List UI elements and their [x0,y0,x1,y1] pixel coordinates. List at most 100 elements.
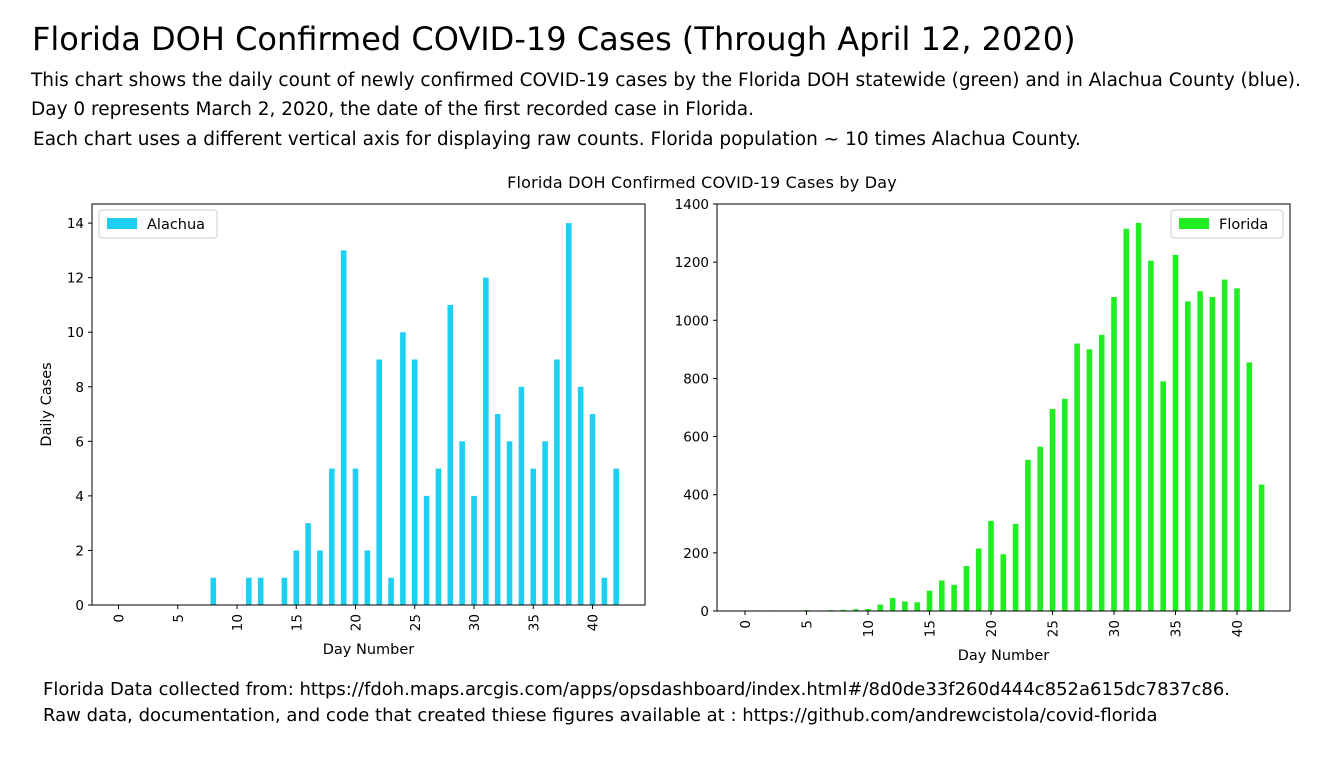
y-axis-label: Daily Cases [39,362,55,446]
x-tick-label: 25 [408,614,424,631]
bar-alachua-day-11 [246,577,252,605]
bar-alachua-day-35 [530,468,537,605]
bar-alachua-day-20 [352,468,359,605]
code-link-note: Raw data, documentation, and code that c… [43,705,1158,726]
bar-florida-day-31 [1123,228,1130,612]
x-tick-label: 35 [1169,620,1185,637]
x-tick-label: 20 [984,620,1000,637]
x-tick-label: 0 [112,614,128,623]
x-tick-label: 15 [289,614,305,631]
bar-alachua-day-28 [447,304,454,605]
bar-alachua-day-37 [554,359,560,605]
bar-florida-day-18 [963,565,970,611]
bar-florida-day-8 [840,609,847,611]
bar-alachua-day-41 [601,577,608,605]
bar-alachua-day-34 [518,386,525,605]
bar-alachua-day-18 [329,468,335,605]
bar-alachua-day-38 [566,223,572,605]
x-axis-label: Day Number [323,642,415,658]
x-tick-label: 40 [1230,620,1246,637]
bar-alachua-day-15 [293,550,300,605]
bar-alachua-day-31 [483,277,489,605]
legend-swatch [107,218,137,229]
charts-canvas: 0 2 4 6 8 10 12 14 0 5 10 15 20 25 30 35 40 Day Number Dai… [39,197,1291,664]
bar-florida-day-37 [1197,291,1203,611]
bar-florida-day-15 [926,590,933,611]
bar-florida-day-40 [1234,288,1240,611]
bar-florida-day-21 [1000,554,1007,611]
x-tick-label: 20 [349,614,365,631]
y-tick-label: 400 [683,488,709,504]
bar-alachua-day-32 [494,414,501,605]
y-tick-label: 0 [75,598,84,614]
legend-box [98,209,218,239]
description-line: This chart shows the daily count of newl… [31,70,1301,91]
x-tick-label: 0 [738,620,754,629]
bar-florida-day-20 [988,520,994,611]
bar-florida-day-30 [1111,297,1117,611]
y-tick-label: 14 [67,216,84,232]
bar-florida-day-10 [865,608,871,611]
chart-title: Florida DOH Confirmed COVID-19 Cases by … [507,173,897,192]
bar-florida-day-34 [1160,381,1166,611]
x-axis-label: Day Number [958,648,1050,664]
bar-florida-day-36 [1185,301,1191,611]
bar-florida-day-38 [1209,297,1216,611]
x-tick-label: 25 [1046,620,1062,637]
y-tick-label: 1000 [675,313,709,329]
y-tick-label: 4 [75,489,84,505]
bar-alachua-day-25 [411,359,418,605]
description-line: Day 0 represents March 2, 2020, the date… [31,99,755,120]
bar-florida-day-29 [1098,334,1105,611]
bar-florida-day-41 [1246,362,1253,611]
bar-florida-day-25 [1049,408,1056,611]
x-tick-label: 10 [230,614,246,631]
y-tick-label: 2 [75,543,84,559]
bar-alachua-day-30 [471,495,477,605]
bar-alachua-day-8 [210,577,217,605]
bar-alachua-day-12 [257,577,264,605]
x-tick-label: 40 [586,614,602,631]
y-tick-label: 1400 [675,197,709,213]
y-tick-label: 8 [75,380,84,396]
x-tick-label: 5 [800,620,816,629]
bar-florida-day-12 [889,597,896,611]
x-tick-label: 5 [171,614,187,623]
bar-florida-day-33 [1148,260,1154,611]
legend-label: Florida [1219,217,1268,233]
bar-alachua-day-27 [435,468,442,605]
bar-florida-day-24 [1037,446,1043,611]
bar-alachua-day-22 [376,359,382,605]
legend-box [1170,209,1284,239]
bar-florida-day-26 [1062,398,1068,611]
bar-florida-day-16 [939,580,945,611]
bar-alachua-day-23 [388,577,394,605]
bar-alachua-day-29 [459,441,465,605]
data-source-note: Florida Data collected from: https://fdo… [43,679,1231,700]
bar-alachua-day-17 [317,550,323,605]
legend-swatch [1179,218,1209,229]
bar-alachua-day-40 [589,414,596,605]
bar-florida-day-19 [975,548,982,611]
bar-florida-day-32 [1135,222,1142,611]
x-tick-label: 15 [923,620,939,637]
bar-alachua-day-14 [281,577,288,605]
x-tick-label: 10 [861,620,877,637]
description-line: Each chart uses a different vertical axi… [33,129,1081,150]
bar-alachua-day-24 [400,332,406,605]
bar-alachua-day-33 [506,441,513,605]
bar-alachua-day-39 [577,386,584,605]
legend-label: Alachua [147,217,205,233]
bar-florida-day-22 [1012,523,1019,611]
bar-alachua-day-26 [423,495,430,605]
bar-florida-day-14 [914,602,920,611]
y-tick-label: 800 [683,371,709,387]
bar-alachua-day-19 [340,250,347,605]
x-tick-label: 30 [467,614,483,631]
bar-florida-day-27 [1074,343,1080,611]
y-tick-label: 10 [67,325,84,341]
y-tick-label: 6 [75,434,84,450]
page-title: Florida DOH Confirmed COVID-19 Cases (Th… [32,20,1076,58]
y-tick-label: 1200 [675,255,709,271]
bar-florida-day-28 [1086,349,1093,611]
